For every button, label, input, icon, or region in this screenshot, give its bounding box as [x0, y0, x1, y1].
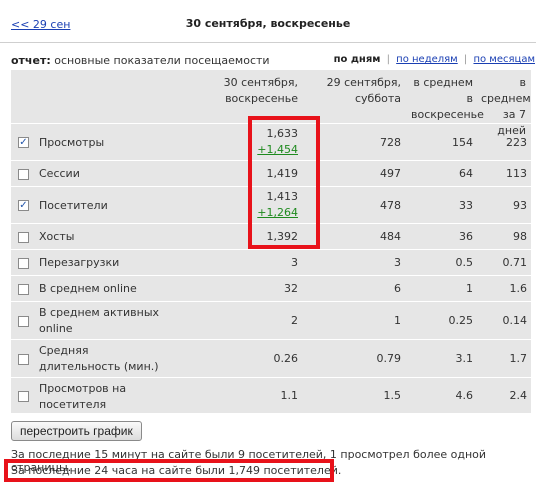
period-switcher: по дням | по неделям | по месяцам: [334, 54, 535, 65]
avg-7days-value: 0.14: [502, 314, 528, 327]
row-label: Посетители: [39, 199, 108, 212]
date-navigation: << 29 сен 30 сентября, воскресенье: [0, 0, 536, 43]
table-row: ✓ Посетители 1,413 +1,264 478 33 93: [11, 186, 531, 224]
today-value: 1,392: [266, 230, 299, 243]
row-checkbox[interactable]: [18, 354, 29, 365]
row-checkbox[interactable]: [18, 169, 29, 180]
today-value: 1,419: [266, 167, 299, 180]
avg-sunday-value: 154: [452, 136, 473, 149]
header-col-today: 30 сентября, воскресенье: [223, 76, 298, 105]
period-by-week-link[interactable]: по неделям: [396, 54, 458, 65]
previous-day-link[interactable]: << 29 сен: [11, 18, 71, 31]
today-value: 3: [291, 256, 298, 269]
today-value-cell: 1,413 +1,264: [257, 189, 298, 221]
table-row: Средняя длительность (мин.) 0.26 0.79 3.1 1.…: [11, 339, 531, 378]
row-label: Хосты: [39, 230, 75, 243]
period-separator: |: [386, 54, 390, 65]
table-row: В среднем активных online 2 1 0.25 0.14: [11, 301, 531, 340]
yesterday-value: 478: [380, 199, 401, 212]
period-separator: |: [463, 54, 468, 65]
yesterday-value: 1: [394, 314, 401, 327]
today-delta-link[interactable]: +1,264: [257, 206, 298, 219]
row-checkbox[interactable]: [18, 316, 29, 327]
avg-sunday-value: 0.25: [448, 314, 474, 327]
today-value: 1,633: [266, 127, 299, 140]
yesterday-value: 484: [380, 230, 401, 243]
yesterday-value: 0.79: [376, 352, 402, 365]
last-24-hours-highlight-box: [4, 459, 334, 482]
row-label: Просмотров на посетителя: [39, 382, 127, 411]
today-delta-link[interactable]: +1,454: [257, 143, 298, 156]
row-checkbox[interactable]: ✓: [18, 200, 29, 211]
avg-7days-value: 93: [513, 199, 527, 212]
table-row: В среднем online 32 6 1 1.6: [11, 275, 531, 302]
table-row: Просмотров на посетителя 1.1 1.5 4.6 2.4: [11, 377, 531, 414]
avg-sunday-value: 4.6: [455, 389, 474, 402]
yesterday-value: 3: [394, 256, 401, 269]
avg-sunday-value: 36: [459, 230, 473, 243]
yesterday-value: 497: [380, 167, 401, 180]
today-value: 1.1: [280, 389, 299, 402]
period-by-month-link[interactable]: по месяцам: [473, 54, 535, 65]
yesterday-value: 6: [394, 282, 401, 295]
avg-7days-value: 223: [506, 136, 527, 149]
table-row: Перезагрузки 3 3 0.5 0.71: [11, 249, 531, 276]
period-by-day[interactable]: по дням: [333, 54, 381, 65]
report-label: отчет:: [11, 54, 51, 67]
avg-7days-value: 2.4: [509, 389, 528, 402]
report-title: отчет: основные показатели посещаемости: [11, 54, 270, 67]
row-checkbox[interactable]: [18, 284, 29, 295]
row-label: Сессии: [39, 167, 80, 180]
table-row: ✓ Просмотры 1,633 +1,454 728 154 223: [11, 123, 531, 161]
table-row: Хосты 1,392 484 36 98: [11, 223, 531, 250]
avg-7days-value: 113: [506, 167, 527, 180]
today-highlight-box: [248, 116, 320, 249]
table-row: Сессии 1,419 497 64 113: [11, 160, 531, 187]
today-value: 0.26: [273, 352, 299, 365]
report-name: основные показатели посещаемости: [54, 54, 270, 67]
avg-sunday-value: 1: [466, 282, 473, 295]
last-15-minutes-note: За последние 15 минут на сайте были 9 по…: [11, 448, 487, 474]
yesterday-value: 728: [380, 136, 401, 149]
row-label: В среднем online: [39, 282, 137, 295]
row-label: Перезагрузки: [39, 256, 120, 269]
row-checkbox[interactable]: ✓: [18, 137, 29, 148]
today-value: 32: [284, 282, 298, 295]
today-value-cell: 1,633 +1,454: [257, 126, 298, 158]
header-col-avg-sunday: в среднем в воскресенье: [411, 76, 484, 121]
last-24-hours-note: За последние 24 часа на сайте были 1,749…: [11, 464, 342, 477]
row-label: В среднем активных online: [39, 306, 160, 335]
row-checkbox[interactable]: [18, 391, 29, 402]
yesterday-value: 1.5: [383, 389, 402, 402]
avg-sunday-value: 3.1: [455, 352, 474, 365]
avg-sunday-value: 33: [459, 199, 473, 212]
avg-7days-value: 1.6: [509, 282, 528, 295]
avg-sunday-value: 64: [459, 167, 473, 180]
rebuild-chart-button[interactable]: перестроить график: [11, 421, 142, 441]
stats-table: 30 сентября, воскресенье 29 сентября, су…: [11, 70, 531, 413]
today-value: 1,413: [266, 190, 299, 203]
avg-sunday-value: 0.5: [455, 256, 474, 269]
row-label: Средняя длительность (мин.): [39, 344, 159, 373]
table-header: 30 сентября, воскресенье 29 сентября, су…: [11, 70, 531, 137]
avg-7days-value: 1.7: [509, 352, 528, 365]
row-label: Просмотры: [39, 136, 105, 149]
avg-7days-value: 98: [513, 230, 527, 243]
today-value: 2: [291, 314, 298, 327]
header-col-avg-7days: в среднем за 7 дней: [481, 76, 531, 137]
row-checkbox[interactable]: [18, 258, 29, 269]
header-col-yesterday: 29 сентября, суббота: [326, 76, 401, 105]
row-checkbox[interactable]: [18, 232, 29, 243]
avg-7days-value: 0.71: [502, 256, 528, 269]
current-date-title: 30 сентября, воскресенье: [185, 17, 351, 30]
